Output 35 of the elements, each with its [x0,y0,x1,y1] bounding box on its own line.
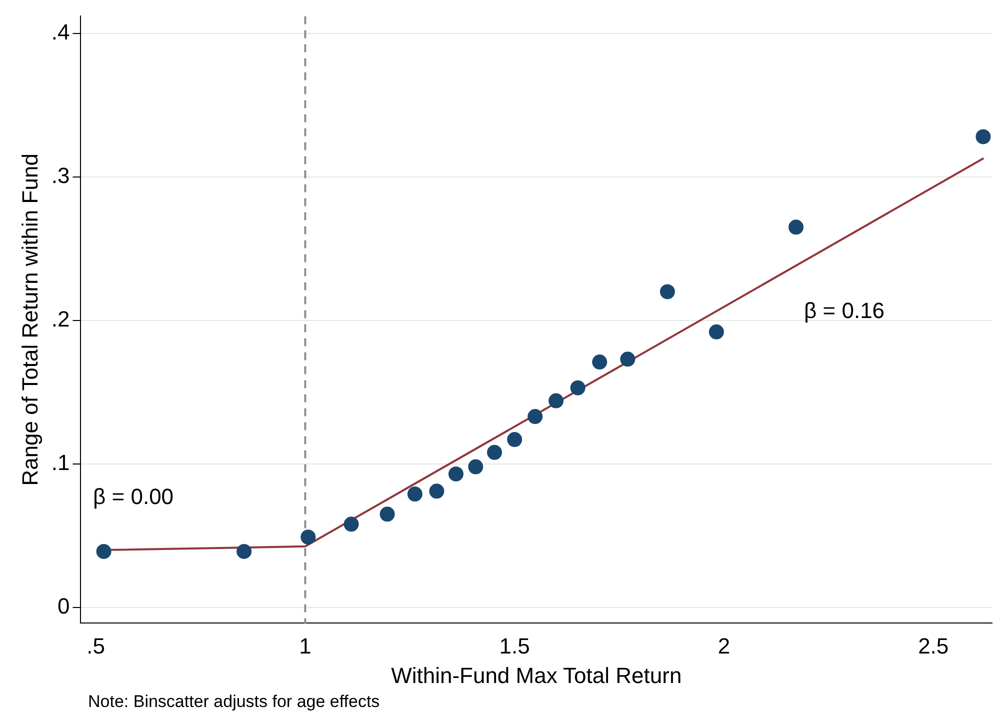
x-tick-label: 2 [718,633,730,658]
point [570,380,586,396]
y-tick-label: .4 [51,19,70,44]
point [788,220,804,235]
point [708,324,724,340]
point [407,486,422,502]
annotation: β = 0.16 [804,298,885,324]
point [380,506,395,522]
point [620,352,636,367]
point [300,530,316,545]
text: Note: Binscatter adjusts for age effects [88,692,380,712]
y-axis-title: Range of Total Return within Fund [17,154,42,486]
point [448,466,464,482]
x-tick-label: 2.5 [918,633,949,658]
annotation: β = 0.00 [93,484,174,510]
y-tick-label: .3 [51,162,70,188]
point [236,544,252,559]
x-tick-label: 1.5 [499,633,530,658]
point [592,354,608,370]
point [976,129,991,144]
x-tick-label: .5 [86,633,106,658]
y-tick-label: .2 [51,306,70,332]
point [528,409,543,424]
point [468,459,484,474]
x-tick-label: 1 [299,633,312,658]
x-axis-title: Within-Fund Max Total Return [391,662,682,688]
point [344,516,359,532]
point [429,484,444,499]
point [486,444,502,460]
point [548,393,564,408]
point [660,284,675,300]
y-tick-label: .1 [51,450,70,475]
y-tick-label: 0 [58,593,70,618]
point [507,432,522,448]
point [96,544,112,559]
